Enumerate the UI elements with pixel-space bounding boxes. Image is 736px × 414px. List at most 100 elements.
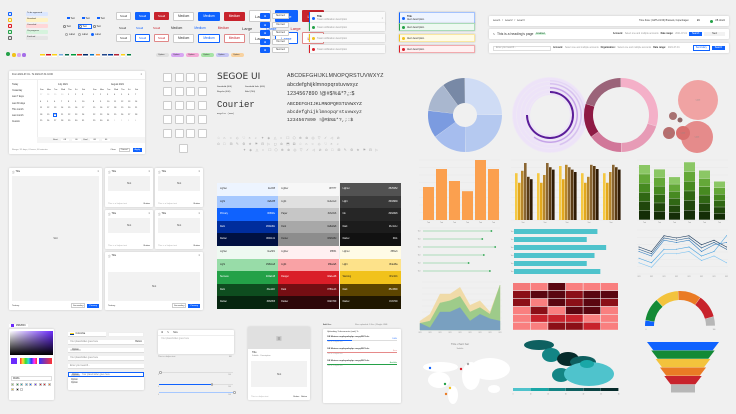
checkbox-box[interactable]: [97, 16, 100, 20]
preset-option[interactable]: Custom: [12, 121, 20, 124]
calendar-day[interactable]: 23: [100, 113, 103, 116]
radio-circle[interactable]: [79, 25, 82, 28]
slider-thumb[interactable]: [159, 371, 162, 374]
calendar-day[interactable]: 16: [100, 107, 103, 109]
option-chip[interactable]: Option: [156, 53, 169, 57]
slider[interactable]: [159, 371, 233, 374]
option-chip[interactable]: Option: [186, 53, 199, 57]
calendar-day[interactable]: 10: [107, 100, 110, 103]
calendar-day[interactable]: 15: [68, 107, 71, 109]
small-button[interactable]: Small: [136, 26, 143, 30]
preset-color-swatch[interactable]: [24, 383, 28, 386]
calendar-day[interactable]: 4: [135, 120, 137, 122]
calendar-day[interactable]: 12: [121, 100, 124, 103]
option-chip[interactable]: Option: [231, 53, 244, 57]
preset-color-swatch[interactable]: [11, 383, 14, 386]
search-input[interactable]: Enter your search...: [493, 45, 551, 51]
large-button[interactable]: Large: [242, 25, 253, 31]
organization-select[interactable]: Select one and multiple accounts: [617, 47, 652, 49]
calendar-day[interactable]: 22: [93, 113, 96, 116]
close-icon[interactable]: ×: [381, 16, 383, 20]
tertiary-button[interactable]: Tertiary: [12, 304, 20, 307]
card-button[interactable]: Button: [301, 396, 307, 398]
calendar-day[interactable]: 25: [40, 120, 43, 122]
text-input-button[interactable]: Next text: [271, 30, 290, 36]
calendar-day[interactable]: 1: [68, 94, 70, 96]
calendar-day[interactable]: 3: [107, 94, 109, 96]
preset-color-swatch[interactable]: [11, 388, 14, 391]
calendar-day[interactable]: 5: [121, 94, 123, 96]
account-select[interactable]: Select one and multiple accounts: [624, 33, 659, 35]
slider[interactable]: [159, 391, 236, 394]
radio-circle[interactable]: [93, 25, 96, 28]
large-button[interactable]: Large: [290, 25, 301, 31]
preset-color-swatch[interactable]: [15, 388, 19, 391]
text-input-button[interactable]: Your text: [271, 21, 289, 28]
calendar-day[interactable]: 20: [52, 112, 58, 117]
calendar-day[interactable]: 31: [107, 120, 110, 122]
close-icon[interactable]: ×: [140, 74, 142, 76]
calendar-day[interactable]: 31: [82, 120, 85, 122]
small-button[interactable]: Small: [135, 12, 150, 20]
close-icon[interactable]: ×: [198, 170, 200, 173]
calendar-day[interactable]: 30: [100, 120, 103, 122]
size-button[interactable]: Size: [173, 331, 178, 334]
minute-select[interactable]: 00: [101, 139, 111, 141]
calendar-day[interactable]: 10: [82, 100, 85, 103]
clear-button[interactable]: Clear: [110, 149, 116, 151]
close-icon[interactable]: ×: [148, 212, 150, 215]
preset-color-swatch[interactable]: [47, 383, 51, 386]
next-button[interactable]: Next: [704, 32, 725, 36]
secondary-button[interactable]: Secondary: [171, 303, 187, 308]
user-name[interactable]: UB Ucarb: [715, 20, 725, 22]
calendar-day[interactable]: 8: [93, 100, 95, 103]
toggle[interactable]: Label: [78, 32, 90, 36]
calendar-day[interactable]: 4: [40, 100, 42, 103]
calendar-day[interactable]: 9: [100, 100, 102, 103]
apply-button[interactable]: Apply: [132, 148, 142, 152]
cancel-button[interactable]: Cancel: [118, 148, 130, 152]
calendar-day[interactable]: 9: [75, 100, 77, 103]
calendar-day[interactable]: 12: [47, 107, 50, 109]
calendar-day[interactable]: 22: [68, 113, 71, 116]
calendar-day[interactable]: 2: [100, 94, 102, 96]
close-icon[interactable]: ×: [198, 254, 200, 257]
calendar-day[interactable]: 29: [68, 120, 71, 122]
text-input-button[interactable]: Next text: [271, 13, 290, 19]
calendar-day[interactable]: 13: [54, 107, 57, 109]
edit-icon[interactable]: ✎: [493, 33, 495, 36]
large-button[interactable]: Large: [266, 25, 277, 31]
language-select[interactable]: EN: [696, 20, 701, 22]
radio[interactable]: Text: [78, 24, 92, 29]
calendar-day[interactable]: 26: [121, 113, 124, 116]
toggle-knob[interactable]: [78, 32, 81, 36]
hue-slider[interactable]: [20, 358, 37, 364]
text-field[interactable]: Your placeholder goes here: [68, 356, 144, 361]
calendar-day[interactable]: 7: [61, 100, 63, 103]
secondary-button[interactable]: Secondary: [692, 45, 710, 51]
small-button[interactable]: Small: [119, 26, 126, 30]
toggle-knob[interactable]: [91, 32, 94, 36]
medium-button[interactable]: Medium: [173, 33, 195, 43]
calendar-day[interactable]: 14: [61, 107, 64, 109]
option-chip[interactable]: Option: [171, 53, 184, 57]
calendar-day[interactable]: 27: [40, 94, 43, 96]
calendar-day[interactable]: 11: [40, 107, 43, 109]
medium-button[interactable]: Medium: [217, 26, 230, 30]
checkbox[interactable]: Text: [67, 16, 81, 20]
input-button[interactable]: Button: [135, 341, 142, 343]
icon-button[interactable]: ⊞: [260, 38, 270, 45]
calendar-day[interactable]: 29: [54, 94, 57, 96]
date-input[interactable]: 2021-07-01: [667, 47, 680, 49]
number-stepper[interactable]: [108, 332, 144, 337]
color-mode-select[interactable]: RGBA: [11, 376, 52, 381]
calendar-day[interactable]: 16: [75, 107, 78, 109]
calendar-day[interactable]: 3: [128, 120, 130, 122]
toggle[interactable]: Label: [91, 32, 103, 36]
card-button[interactable]: Button: [143, 245, 150, 247]
calendar-day[interactable]: 17: [82, 107, 85, 109]
small-button[interactable]: Small: [116, 12, 131, 20]
calendar-day[interactable]: 20: [128, 107, 131, 109]
card-button[interactable]: Button: [293, 396, 300, 398]
radio[interactable]: Text: [93, 24, 107, 29]
